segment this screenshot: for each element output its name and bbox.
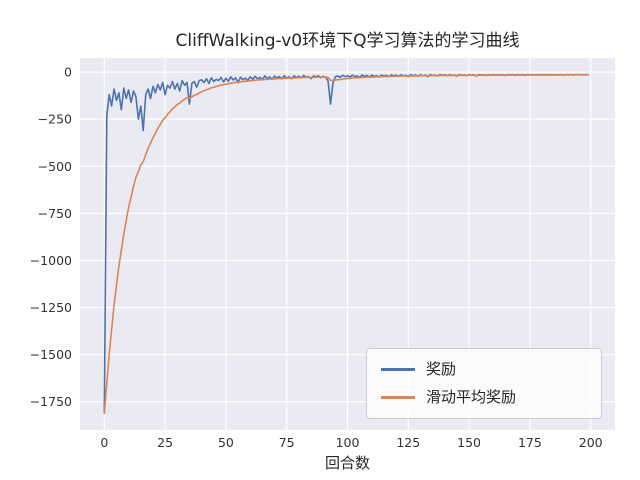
moving-average-line-swatch <box>381 396 415 399</box>
legend-label-reward: 奖励 <box>426 360 457 378</box>
x-tick-label: 25 <box>157 435 173 450</box>
y-tick-label: −1250 <box>30 300 72 315</box>
x-axis-label: 回合数 <box>324 454 370 472</box>
legend: 奖励 滑动平均奖励 <box>366 348 602 419</box>
y-tick-label: −500 <box>38 159 72 174</box>
legend-label-moving-average: 滑动平均奖励 <box>426 388 517 406</box>
x-tick-label: 175 <box>518 435 542 450</box>
y-tick-label: 0 <box>64 65 72 80</box>
y-tick-label: −1500 <box>30 347 72 362</box>
moving-average-line <box>103 74 590 415</box>
x-tick-label: 75 <box>279 435 295 450</box>
legend-item-reward: 奖励 <box>381 360 587 379</box>
chart-title: CliffWalking-v0环境下Q学习算法的学习曲线 <box>175 31 520 51</box>
x-tick-label: 100 <box>336 435 360 450</box>
x-tick-label: 50 <box>218 435 234 450</box>
x-tick-label: 0 <box>100 435 108 450</box>
y-tick-label: −1750 <box>30 394 72 409</box>
reward-line-swatch <box>381 368 415 371</box>
x-tick-label: 125 <box>396 435 420 450</box>
x-tick-label: 200 <box>579 435 603 450</box>
x-tick-label: 150 <box>457 435 481 450</box>
y-tick-label: −750 <box>38 206 72 221</box>
y-tick-label: −250 <box>38 112 72 127</box>
y-tick-label: −1000 <box>30 253 72 268</box>
legend-item-moving-average: 滑动平均奖励 <box>381 388 587 407</box>
